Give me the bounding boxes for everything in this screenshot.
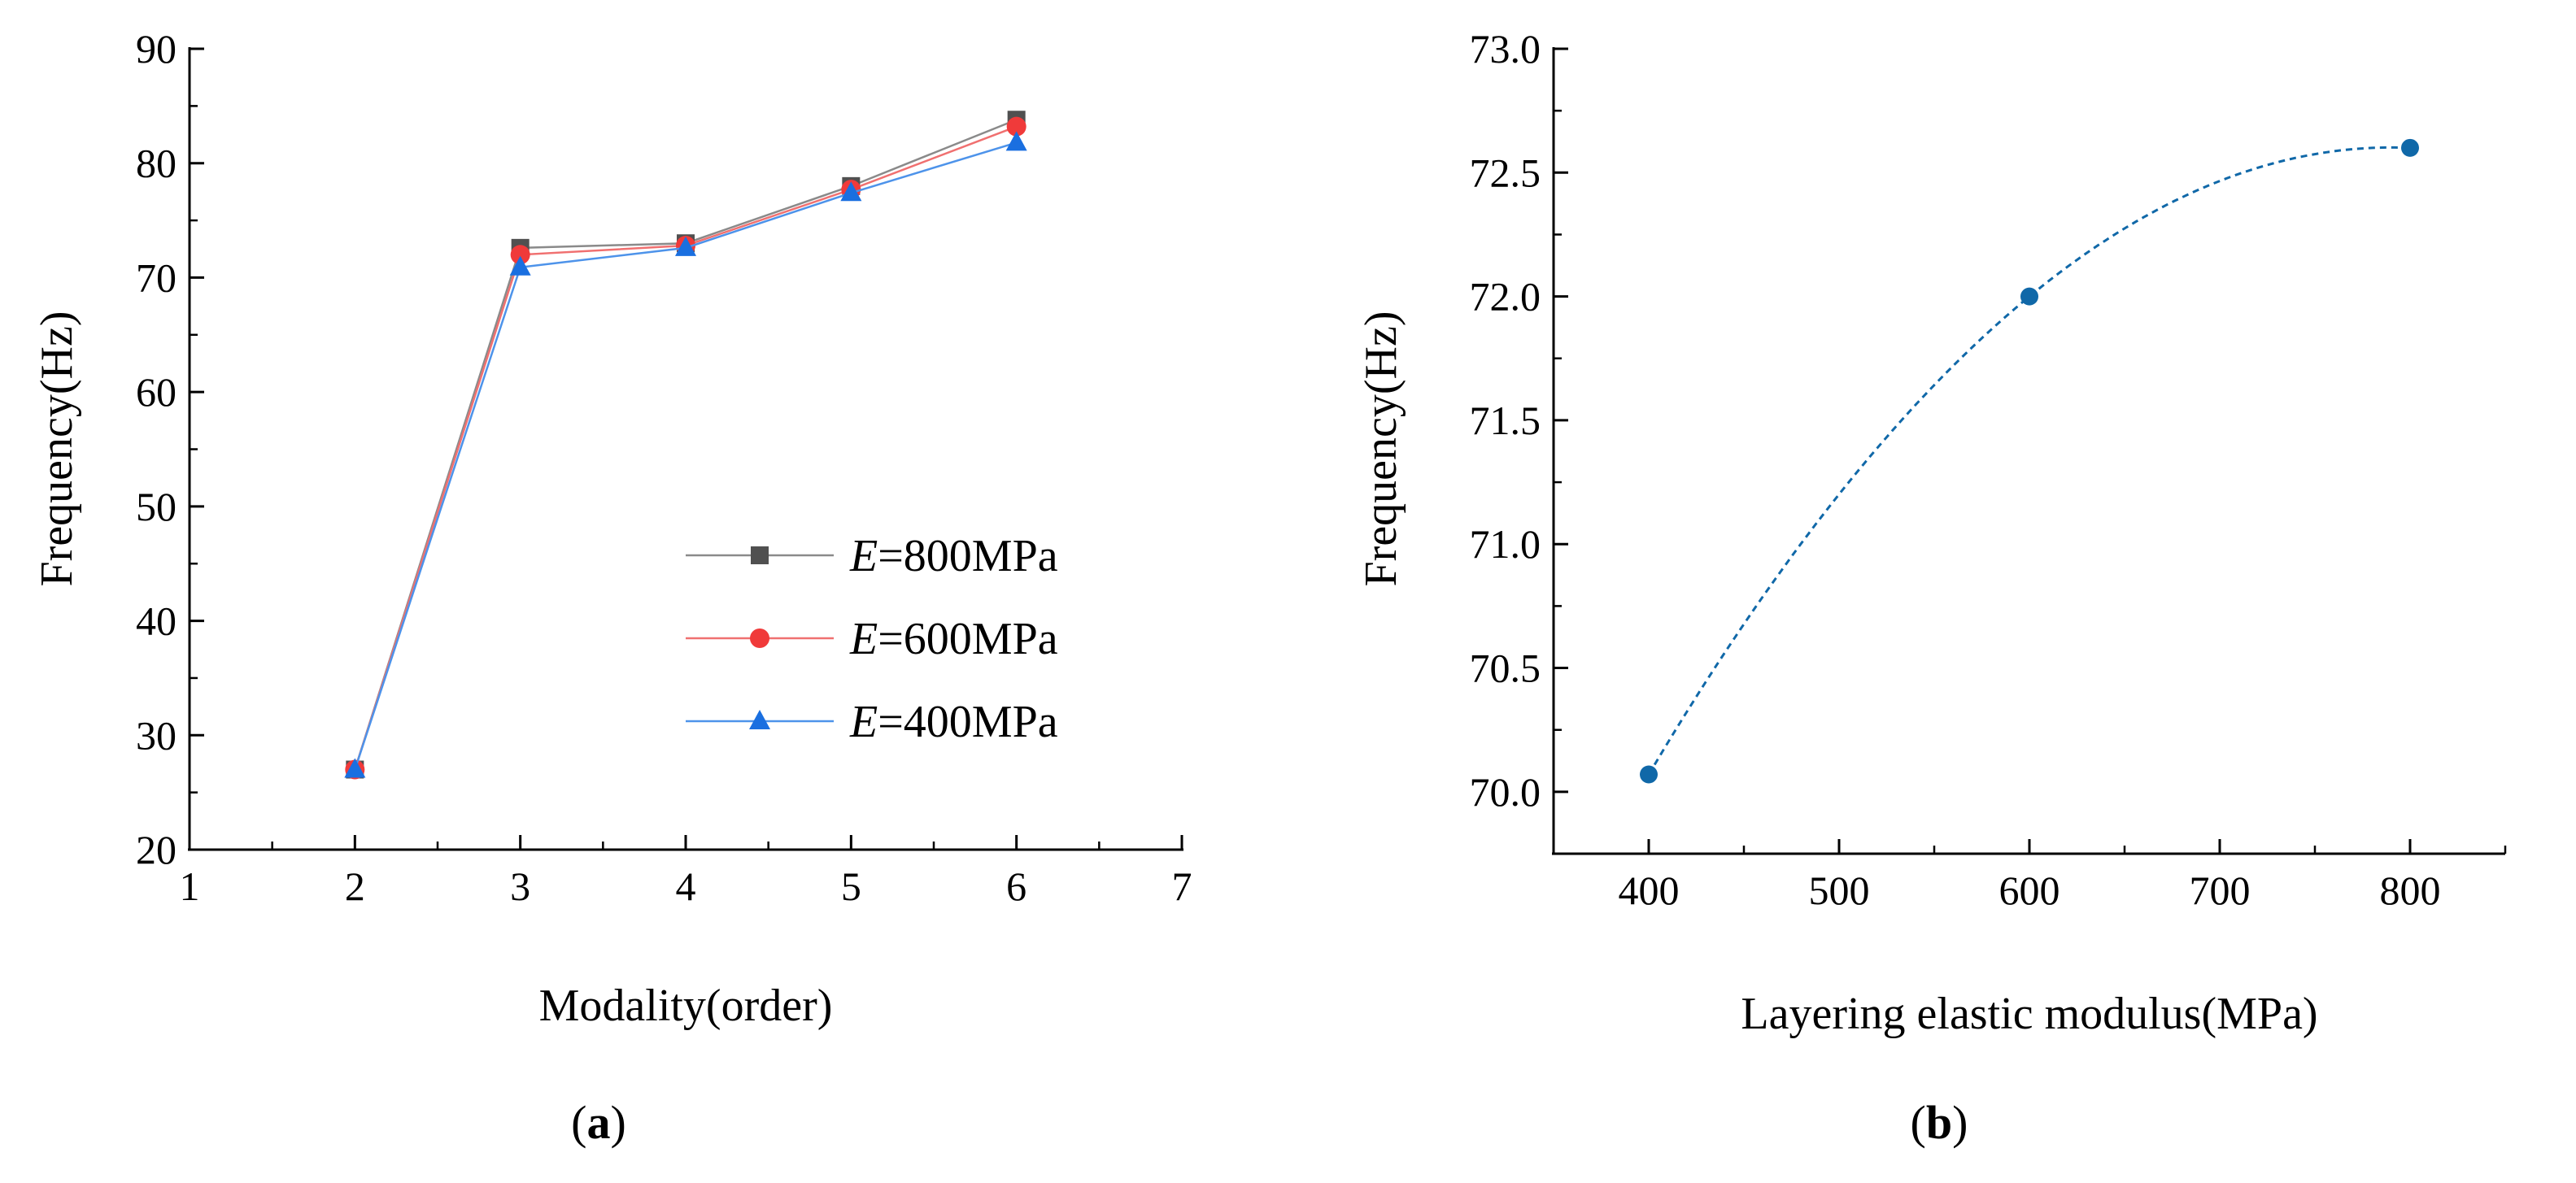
a-y-tick-label: 40 — [136, 598, 177, 644]
a-y-tick-label: 30 — [136, 712, 177, 758]
legend-label: E=400MPa — [849, 697, 1058, 747]
series-600-point — [1006, 116, 1026, 137]
b-x-tick-label: 400 — [1619, 868, 1680, 913]
b-y-tick-label: 70.5 — [1470, 646, 1541, 691]
a-y-tick-label: 80 — [136, 141, 177, 186]
panel-b-y-ticks: 70.0 70.5 71.0 71.5 72.0 72.5 73.0 — [1470, 26, 1568, 855]
legend-marker — [749, 710, 770, 729]
panel-b-x-ticks: 400 500 600 700 800 — [1552, 839, 2507, 913]
panel-b-series-group — [1640, 138, 2419, 784]
b-y-tick-label: 73.0 — [1470, 26, 1541, 72]
a-y-tick-label: 50 — [136, 484, 177, 529]
legend-item-800: E=800MPa — [686, 531, 1058, 581]
a-x-tick-label: 4 — [676, 863, 696, 909]
legend-label: E=800MPa — [849, 531, 1058, 581]
series-800mpa — [346, 111, 1026, 779]
panel-a-panel-label: (a) — [571, 1096, 626, 1149]
series-600mpa — [345, 116, 1026, 780]
b-y-tick-label: 71.0 — [1470, 521, 1541, 567]
b-data-point — [2020, 287, 2038, 306]
legend-label: E=600MPa — [849, 614, 1058, 664]
b-x-tick-label: 600 — [1999, 868, 2060, 913]
b-curve — [1647, 146, 2411, 776]
legend-marker — [751, 546, 769, 564]
series-400-point — [675, 236, 696, 256]
panel-a-y-ticks: 20 30 40 50 60 70 80 90 — [136, 26, 204, 872]
a-x-tick-label: 7 — [1172, 863, 1192, 909]
b-data-point — [1640, 765, 1658, 784]
b-data-point — [2401, 138, 2419, 157]
a-x-tick-label: 1 — [180, 863, 200, 909]
legend-item-400: E=400MPa — [686, 697, 1058, 747]
a-y-tick-label: 60 — [136, 369, 177, 415]
panel-a-legend: E=800MPa E=600MPa E=400MPa — [686, 531, 1058, 747]
b-x-tick-label: 800 — [2380, 868, 2441, 913]
panel-b-panel-label: (b) — [1911, 1096, 1968, 1149]
b-x-tick-label: 700 — [2190, 868, 2251, 913]
legend-item-600: E=600MPa — [686, 614, 1058, 664]
series-800-line — [354, 119, 1018, 770]
series-400-point — [509, 255, 531, 276]
b-y-tick-label: 72.0 — [1470, 274, 1541, 320]
b-y-tick-label: 70.0 — [1470, 769, 1541, 815]
panel-a-y-axis-label: Frequency(Hz) — [32, 311, 82, 587]
a-y-tick-label: 20 — [136, 827, 177, 872]
panel-b-y-axis-label: Frequency(Hz) — [1356, 311, 1406, 587]
a-x-tick-label: 5 — [841, 863, 861, 909]
b-y-tick-label: 72.5 — [1470, 150, 1541, 195]
panel-b-x-axis-label: Layering elastic modulus(MPa) — [1741, 989, 2317, 1039]
series-400mpa — [344, 131, 1027, 778]
series-400-point — [344, 758, 366, 778]
series-600-point — [510, 245, 530, 265]
panel-a-chart: 20 30 40 50 60 70 80 90 1 2 3 4 5 6 7 Modality(order)… — [32, 26, 1192, 1149]
series-400-point — [840, 181, 862, 202]
panel-a-series-group — [344, 111, 1027, 780]
series-400-point — [1005, 131, 1027, 151]
b-y-tick-label: 71.5 — [1470, 398, 1541, 443]
b-x-tick-label: 500 — [1809, 868, 1870, 913]
a-y-tick-label: 70 — [136, 254, 177, 300]
panel-a-x-axis-label: Modality(order) — [539, 981, 833, 1031]
panel-b-plot-area — [1554, 49, 2505, 854]
a-x-tick-label: 2 — [345, 863, 365, 909]
legend-marker — [750, 628, 769, 648]
series-600-line — [354, 125, 1018, 770]
a-y-tick-label: 90 — [136, 26, 177, 72]
panel-a-x-ticks: 1 2 3 4 5 6 7 — [180, 835, 1192, 909]
a-x-tick-label: 3 — [510, 863, 530, 909]
a-x-tick-label: 6 — [1006, 863, 1026, 909]
panel-b-chart: 70.0 70.5 71.0 71.5 72.0 72.5 73.0 400 500 600 70… — [1356, 26, 2507, 1149]
